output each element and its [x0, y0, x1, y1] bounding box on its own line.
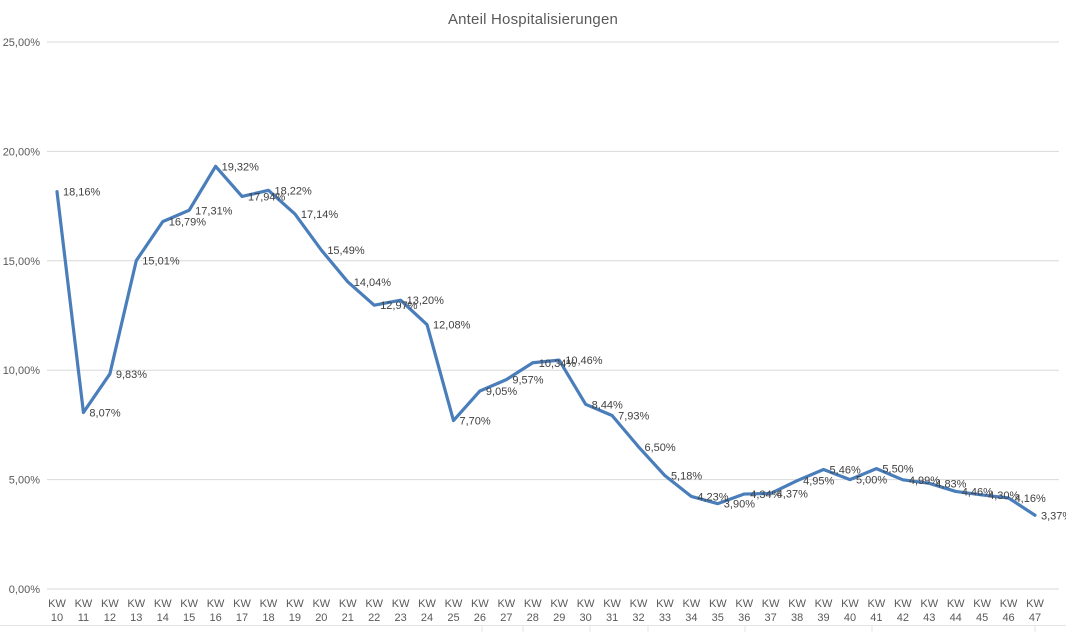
x-axis-label: KW 37: [762, 598, 780, 624]
data-label: 5,18%: [671, 471, 702, 483]
data-label: 4,34%: [750, 489, 781, 501]
x-axis-label: KW 45: [973, 598, 991, 624]
x-axis-label: KW 44: [947, 598, 965, 624]
data-label: 4,30%: [988, 490, 1019, 502]
x-axis-label: KW 26: [471, 598, 489, 624]
x-axis-label: KW 11: [75, 598, 93, 624]
x-axis-label: KW 14: [154, 598, 172, 624]
data-label: 5,46%: [830, 465, 861, 477]
y-axis-label: 15,00%: [3, 256, 41, 268]
data-label: 5,50%: [882, 464, 913, 476]
x-axis-label: KW 30: [577, 598, 595, 624]
data-label: 17,94%: [248, 191, 286, 203]
x-axis-label: KW 40: [841, 598, 859, 624]
x-axis-label: KW 47: [1026, 598, 1044, 624]
data-label: 7,93%: [618, 410, 649, 422]
data-label: 16,79%: [169, 217, 207, 229]
y-axis-label: 5,00%: [9, 475, 40, 487]
data-label: 9,05%: [486, 386, 517, 398]
x-axis-label: KW 23: [392, 598, 410, 624]
x-axis-label: KW 28: [524, 598, 542, 624]
data-label: 13,20%: [407, 295, 445, 307]
data-label: 15,01%: [142, 256, 180, 268]
x-axis-label: KW 41: [868, 598, 886, 624]
x-axis-label: KW 35: [709, 598, 727, 624]
data-label: 3,37%: [1041, 510, 1066, 522]
data-label: 5,00%: [856, 475, 887, 487]
x-axis-label: KW 43: [920, 598, 938, 624]
data-series-line[interactable]: [55, 164, 1037, 517]
x-axis-label: KW 36: [735, 598, 753, 624]
data-label: 4,37%: [777, 488, 808, 500]
data-label: 14,04%: [354, 277, 392, 289]
x-axis-label: KW 16: [207, 598, 225, 624]
y-axis-label: 20,00%: [3, 146, 41, 158]
x-axis-label: KW 18: [260, 598, 278, 624]
y-axis-label: 25,00%: [3, 37, 41, 49]
data-label: 17,31%: [195, 205, 233, 217]
data-label: 9,83%: [116, 369, 147, 381]
x-axis-label: KW 46: [1000, 598, 1018, 624]
x-axis-label: KW 38: [788, 598, 806, 624]
data-label: 4,16%: [1015, 493, 1046, 505]
data-label: 6,50%: [645, 442, 676, 454]
x-axis-label: KW 19: [286, 598, 304, 624]
x-axis-label: KW 21: [339, 598, 357, 624]
x-axis-label: KW 31: [603, 598, 621, 624]
data-label: 19,32%: [222, 161, 260, 173]
data-label: 15,49%: [327, 245, 365, 257]
x-axis-label: KW 17: [233, 598, 251, 624]
x-axis-label: KW 20: [312, 598, 330, 624]
data-label: 12,97%: [380, 300, 418, 312]
x-axis-label: KW 42: [894, 598, 912, 624]
x-axis-label: KW 12: [101, 598, 119, 624]
x-axis-label: KW 13: [127, 598, 145, 624]
chart-title: Anteil Hospitalisierungen: [447, 11, 619, 28]
data-label: 3,90%: [724, 499, 755, 511]
y-axis-label: 10,00%: [3, 365, 41, 377]
x-axis-label: KW 22: [365, 598, 383, 624]
data-label: 18,22%: [274, 185, 312, 197]
x-axis-label: KW 32: [630, 598, 648, 624]
data-label: 4,83%: [935, 478, 966, 490]
data-label: 10,34%: [539, 358, 577, 370]
x-axis-label: KW 27: [497, 598, 515, 624]
data-label: 8,07%: [89, 407, 120, 419]
data-label: 17,14%: [301, 209, 339, 221]
x-axis-label: KW 39: [815, 598, 833, 624]
x-axis-label: KW 34: [683, 598, 701, 624]
x-axis-label: KW 10: [48, 598, 66, 624]
data-label: 12,08%: [433, 320, 471, 332]
data-label: 4,46%: [962, 486, 993, 498]
x-axis-label: KW 24: [418, 598, 436, 624]
data-label: 4,23%: [697, 491, 728, 503]
data-label: 18,16%: [63, 187, 101, 199]
data-label: 7,70%: [459, 416, 490, 428]
data-label: 8,44%: [592, 399, 623, 411]
x-axis-label: KW 29: [550, 598, 568, 624]
data-label: 4,99%: [909, 475, 940, 487]
x-axis-label: KW 33: [656, 598, 674, 624]
x-axis-label: KW 25: [445, 598, 463, 624]
data-label: 10,46%: [565, 355, 603, 367]
y-axis-label: 0,00%: [9, 584, 40, 596]
x-axis-label: KW 15: [180, 598, 198, 624]
data-label: 4,95%: [803, 476, 834, 488]
data-label: 9,57%: [512, 375, 543, 387]
